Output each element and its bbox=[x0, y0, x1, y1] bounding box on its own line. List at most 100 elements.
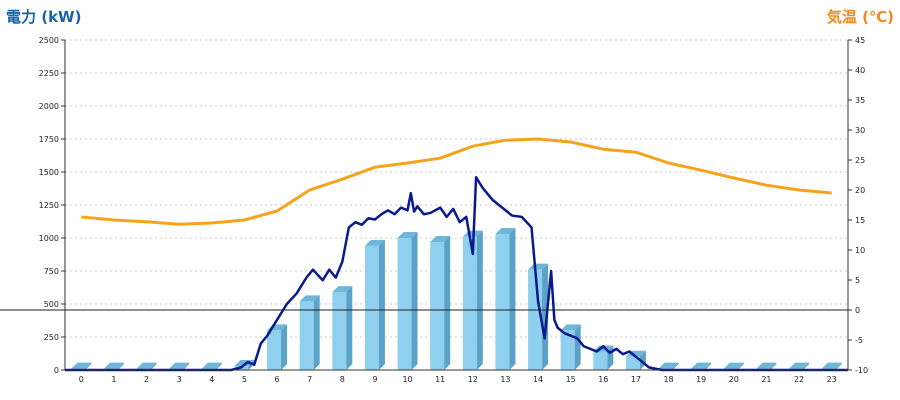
bar-side bbox=[150, 362, 157, 370]
power-line bbox=[65, 176, 848, 372]
x-tick-label: 1 bbox=[111, 375, 116, 384]
bar-side bbox=[770, 362, 777, 370]
right-tick-label: 25 bbox=[855, 156, 865, 165]
bar-front bbox=[560, 330, 575, 370]
bar-front bbox=[332, 292, 347, 370]
x-tick-label: 6 bbox=[275, 375, 280, 384]
x-tick-label: 5 bbox=[242, 375, 247, 384]
bar-top bbox=[364, 239, 385, 246]
x-tick-label: 8 bbox=[340, 375, 345, 384]
bar bbox=[560, 324, 581, 370]
bar-side bbox=[705, 362, 712, 370]
grid bbox=[65, 39, 848, 338]
x-tick-label: 11 bbox=[435, 375, 445, 384]
bar-top bbox=[756, 362, 777, 369]
bar-side bbox=[835, 362, 842, 370]
right-tick-label: 5 bbox=[855, 276, 860, 285]
bar-top bbox=[821, 362, 842, 369]
temperature-line bbox=[81, 137, 832, 226]
bar-side bbox=[215, 362, 222, 370]
bar bbox=[625, 350, 646, 370]
bar-side bbox=[346, 286, 353, 370]
x-tick-label: 19 bbox=[696, 375, 706, 384]
bar-side bbox=[378, 239, 385, 370]
bar-top bbox=[169, 362, 190, 369]
left-tick-label: 1500 bbox=[39, 168, 59, 177]
bar-front bbox=[299, 301, 314, 370]
x-tick-label: 3 bbox=[177, 375, 182, 384]
bar-front bbox=[430, 241, 445, 370]
bar-front bbox=[625, 356, 640, 370]
bar-top bbox=[723, 362, 744, 369]
bar-front bbox=[267, 330, 282, 370]
bar-side bbox=[248, 360, 255, 370]
x-tick-label: 9 bbox=[372, 375, 377, 384]
x-tick-label: 14 bbox=[533, 375, 543, 384]
x-tick-label: 21 bbox=[761, 375, 771, 384]
right-axis-title: 気温 (℃) bbox=[827, 8, 894, 26]
bar-side bbox=[281, 324, 288, 370]
bar-top bbox=[103, 362, 124, 369]
bar bbox=[462, 230, 483, 370]
left-tick-label: 500 bbox=[44, 300, 59, 309]
bar-top bbox=[201, 362, 222, 369]
bar-top bbox=[332, 286, 353, 293]
bar-top bbox=[495, 228, 516, 235]
left-tick-label: 250 bbox=[44, 333, 59, 342]
left-tick-label: 2250 bbox=[39, 69, 59, 78]
bar bbox=[332, 286, 353, 370]
x-tick-label: 4 bbox=[209, 375, 214, 384]
x-tick-label: 20 bbox=[729, 375, 739, 384]
x-tick-label: 18 bbox=[663, 375, 673, 384]
x-tick-label: 15 bbox=[566, 375, 576, 384]
bar bbox=[495, 228, 516, 370]
bar bbox=[593, 345, 614, 370]
bar-top bbox=[528, 263, 549, 270]
bar-side bbox=[411, 232, 418, 370]
left-tick-label: 1250 bbox=[39, 201, 59, 210]
bar-side bbox=[737, 362, 744, 370]
left-tick-label: 1750 bbox=[39, 135, 59, 144]
left-tick-label: 2500 bbox=[39, 36, 59, 45]
right-tick-label: 15 bbox=[855, 216, 865, 225]
bar bbox=[299, 295, 320, 370]
bar-side bbox=[183, 362, 190, 370]
right-tick-label: -10 bbox=[855, 366, 868, 375]
left-axis-title: 電力 (kW) bbox=[6, 8, 81, 26]
bar-front bbox=[462, 236, 477, 370]
right-tick-label: 30 bbox=[855, 126, 865, 135]
bar-top bbox=[789, 362, 810, 369]
x-tick-label: 0 bbox=[79, 375, 84, 384]
bar-side bbox=[803, 362, 810, 370]
bar-front bbox=[495, 234, 510, 370]
right-tick-label: -5 bbox=[855, 336, 863, 345]
bar bbox=[528, 263, 549, 370]
bar-top bbox=[71, 362, 92, 369]
left-tick-label: 1000 bbox=[39, 234, 59, 243]
bar-front bbox=[397, 238, 412, 370]
x-tick-label: 10 bbox=[402, 375, 412, 384]
bar-side bbox=[509, 228, 516, 370]
x-tick-label: 23 bbox=[827, 375, 837, 384]
x-tick-label: 16 bbox=[598, 375, 608, 384]
x-tick-label: 2 bbox=[144, 375, 149, 384]
right-tick-label: 20 bbox=[855, 186, 865, 195]
x-tick-label: 22 bbox=[794, 375, 804, 384]
bar bbox=[430, 235, 451, 370]
bar bbox=[267, 324, 288, 370]
bar-side bbox=[574, 324, 581, 370]
bar-top bbox=[299, 295, 320, 302]
x-tick-label: 7 bbox=[307, 375, 312, 384]
x-tick-label: 17 bbox=[631, 375, 641, 384]
bar-top bbox=[430, 235, 451, 242]
bar-top bbox=[658, 362, 679, 369]
bar bbox=[397, 232, 418, 370]
right-tick-label: 10 bbox=[855, 246, 865, 255]
x-tick-label: 12 bbox=[468, 375, 478, 384]
bar-front bbox=[364, 245, 379, 370]
bar-side bbox=[444, 235, 451, 370]
bar-front bbox=[593, 351, 608, 370]
bar-side bbox=[313, 295, 320, 370]
bar-top bbox=[560, 324, 581, 331]
